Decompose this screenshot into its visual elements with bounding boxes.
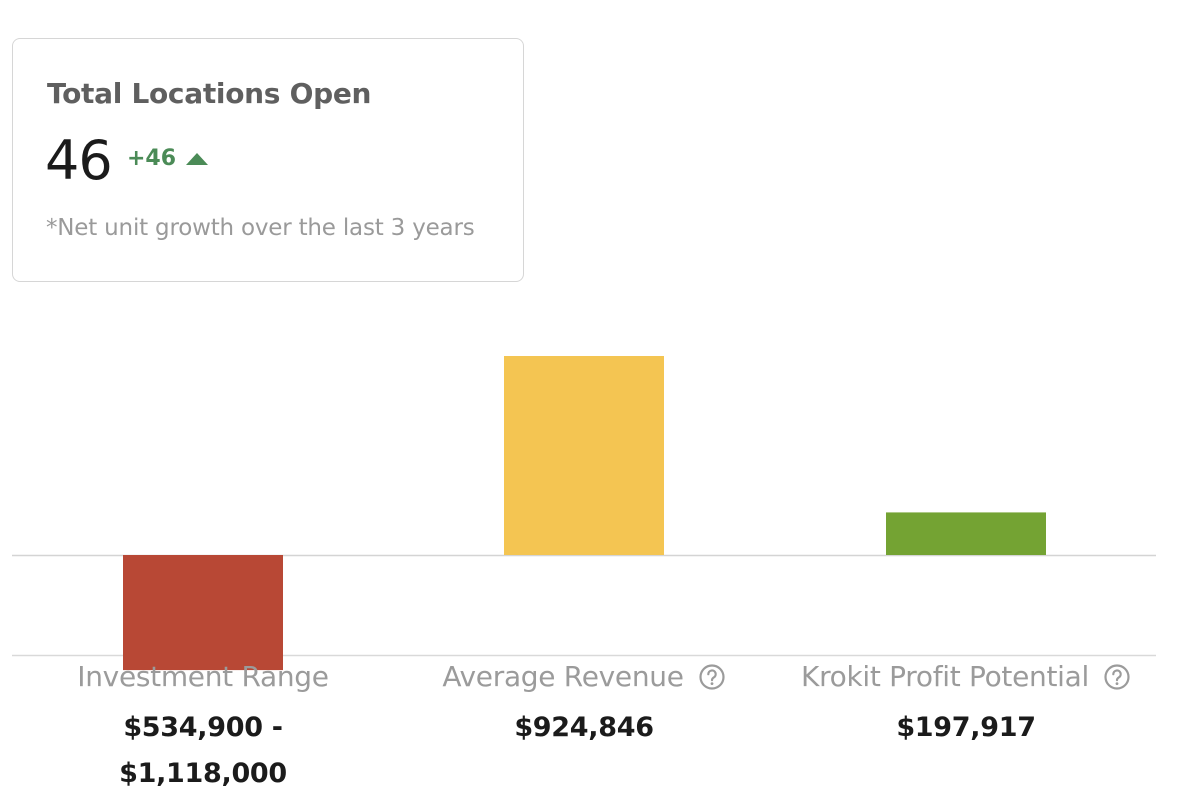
category-average-revenue: Average Revenue $924,846 bbox=[384, 660, 784, 751]
value-label-line: $924,846 bbox=[514, 712, 654, 743]
bar-average-revenue bbox=[504, 356, 664, 555]
triangle-up-icon bbox=[186, 153, 208, 165]
growth-note: *Net unit growth over the last 3 years bbox=[46, 215, 475, 241]
category-label-text: Krokit Profit Potential bbox=[801, 660, 1089, 693]
value-label-line: $1,118,000 bbox=[119, 758, 287, 789]
category-label: Average Revenue bbox=[442, 660, 725, 693]
help-icon[interactable] bbox=[698, 663, 726, 691]
category-label-text: Investment Range bbox=[77, 660, 329, 693]
locations-card: Total Locations Open 46 +46 *Net unit gr… bbox=[12, 38, 524, 282]
category-krokit-profit-potential: Krokit Profit Potential $197,917 bbox=[766, 660, 1166, 751]
category-label: Investment Range bbox=[77, 660, 329, 693]
category-value: $197,917 bbox=[766, 705, 1166, 751]
category-investment-range: Investment Range $534,900 - $1,118,000 bbox=[3, 660, 403, 797]
category-label-text: Average Revenue bbox=[442, 660, 684, 693]
category-label: Krokit Profit Potential bbox=[801, 660, 1131, 693]
card-title: Total Locations Open bbox=[47, 77, 372, 110]
value-label-line: $197,917 bbox=[896, 712, 1036, 743]
category-value: $534,900 - $1,118,000 bbox=[3, 705, 403, 797]
value-label-line: $534,900 - bbox=[123, 712, 283, 743]
bar-krokit-profit-potential bbox=[886, 512, 1046, 555]
growth-change: +46 bbox=[127, 146, 177, 171]
help-icon[interactable] bbox=[1103, 663, 1131, 691]
locations-count: 46 bbox=[45, 129, 113, 192]
bar-investment-range bbox=[123, 555, 283, 671]
category-value: $924,846 bbox=[384, 705, 784, 751]
